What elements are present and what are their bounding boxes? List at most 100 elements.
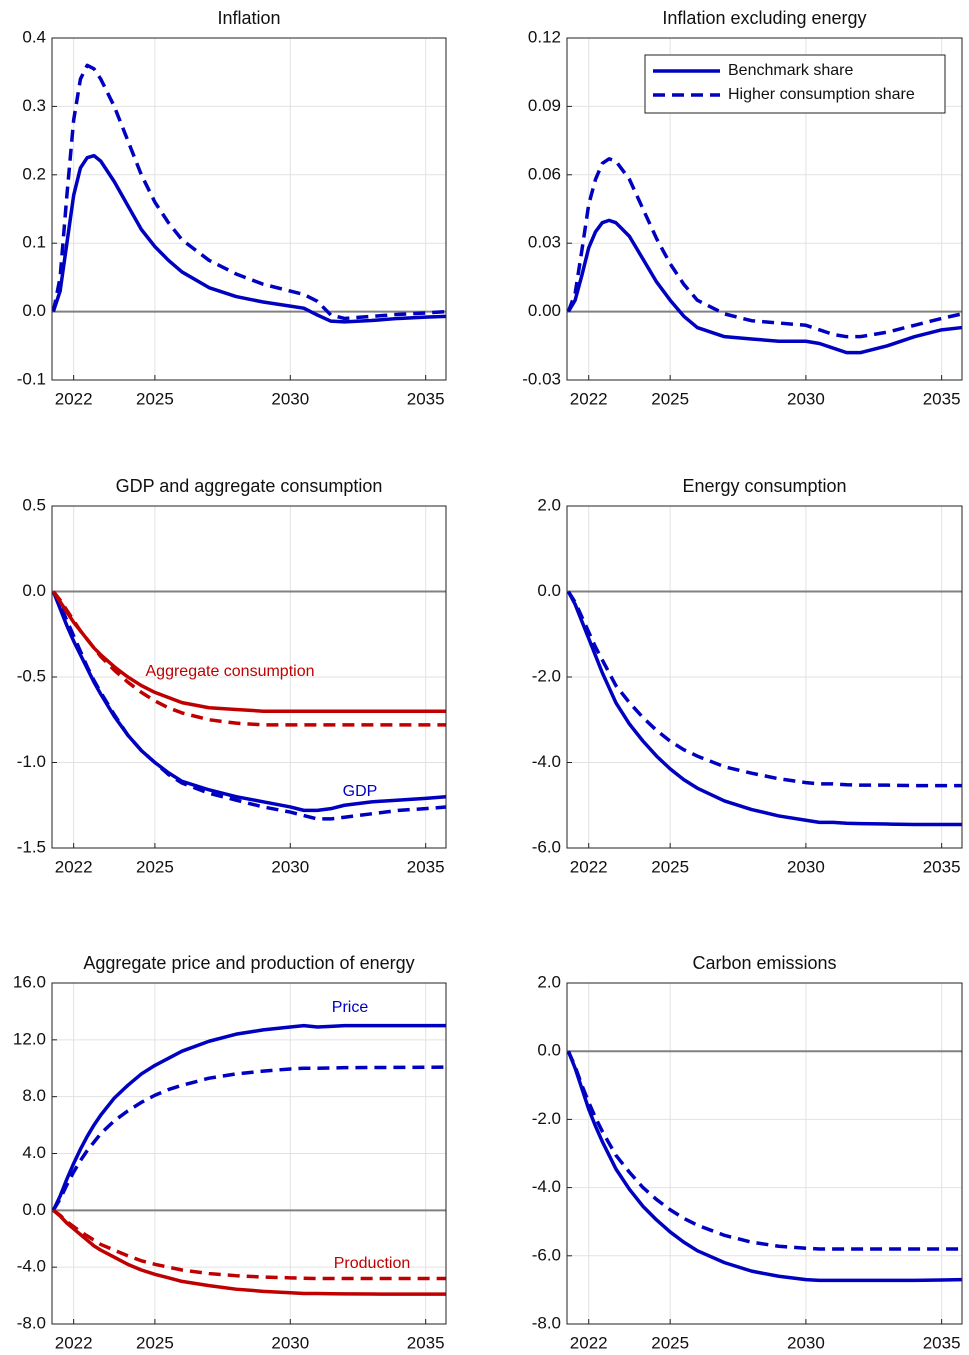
y-tick-label: 4.0 — [22, 1143, 46, 1162]
y-tick-label: -0.03 — [522, 369, 561, 388]
chart-title: Inflation excluding energy — [662, 8, 866, 28]
x-tick-label: 2022 — [55, 857, 93, 876]
y-tick-label: 2.0 — [537, 495, 561, 514]
panel: Inflation excluding energy -0.03 0.00 0.03 0… — [522, 8, 963, 408]
line-label: Aggregate consumption — [146, 663, 315, 680]
y-tick-label: -1.5 — [17, 837, 46, 856]
y-tick-label: 0.0 — [537, 581, 561, 600]
series-line — [566, 218, 963, 355]
line-label: GDP — [343, 783, 378, 800]
y-tick-label: 0.4 — [22, 27, 46, 46]
x-tick-label: 2025 — [651, 1333, 689, 1352]
plot-frame — [566, 505, 963, 849]
series-line — [566, 1050, 963, 1283]
series-line — [51, 590, 446, 727]
series-line — [51, 590, 447, 813]
chart-title: Carbon emissions — [692, 953, 836, 973]
y-tick-label: 0.1 — [22, 233, 46, 252]
y-tick-label: -1.0 — [17, 752, 46, 771]
x-tick-label: 2025 — [651, 389, 689, 408]
y-tick-label: 0.12 — [528, 27, 561, 46]
series-line — [52, 1208, 446, 1296]
y-tick-label: 0.0 — [537, 1041, 561, 1060]
plot-area — [52, 38, 446, 380]
x-tick-label: 2022 — [55, 1333, 93, 1352]
series-line — [566, 590, 962, 788]
panel: Inflation -0.1 0.0 0.1 0.2 0.3 0.4 2022 2025 2030… — [17, 8, 447, 408]
x-tick-label: 2035 — [407, 1333, 445, 1352]
panel: Energy consumption -6.0 -4.0 -2.0 0.0 2.0 2022… — [532, 476, 963, 876]
y-tick-label: 8.0 — [22, 1086, 46, 1105]
y-tick-label: 12.0 — [13, 1029, 46, 1048]
line-label: Price — [332, 999, 369, 1016]
x-tick-label: 2035 — [407, 389, 445, 408]
y-tick-label: 0.5 — [22, 495, 46, 514]
x-tick-label: 2035 — [923, 389, 961, 408]
legend-label: Higher consumption share — [728, 86, 915, 103]
legend-label: Benchmark share — [728, 62, 853, 79]
plot-frame — [51, 505, 447, 849]
chart-title: Inflation — [217, 8, 280, 28]
y-tick-label: -4.0 — [532, 752, 561, 771]
x-tick-label: 2025 — [136, 1333, 174, 1352]
x-tick-label: 2030 — [787, 389, 825, 408]
series-line — [566, 1050, 962, 1251]
y-tick-label: 0.2 — [22, 164, 46, 183]
y-tick-label: -6.0 — [532, 1245, 561, 1264]
series-line — [51, 63, 447, 321]
y-tick-label: 0.0 — [22, 301, 46, 320]
x-tick-label: 2035 — [923, 857, 961, 876]
y-tick-label: -6.0 — [532, 837, 561, 856]
y-tick-label: 0.00 — [528, 301, 561, 320]
chart-title: Aggregate price and production of energy — [83, 953, 414, 973]
chart-title: GDP and aggregate consumption — [116, 476, 383, 496]
x-tick-label: 2030 — [271, 1333, 309, 1352]
x-tick-label: 2035 — [407, 857, 445, 876]
y-tick-label: -2.0 — [532, 1109, 561, 1128]
series-line — [566, 157, 963, 339]
x-tick-label: 2030 — [787, 857, 825, 876]
x-tick-label: 2022 — [55, 389, 93, 408]
x-tick-label: 2030 — [271, 389, 309, 408]
series-line — [51, 1065, 447, 1212]
series-line — [51, 1023, 446, 1212]
y-tick-label: 0.0 — [22, 1200, 46, 1219]
plot-area — [567, 983, 962, 1324]
plot-frame — [566, 982, 963, 1325]
y-tick-label: 16.0 — [13, 972, 46, 991]
panel: GDP and aggregate consumption -1.5 -1.0 -0.… — [17, 476, 447, 876]
x-tick-label: 2022 — [570, 857, 608, 876]
y-tick-label: 0.03 — [528, 233, 561, 252]
line-label: Production — [334, 1255, 411, 1272]
y-tick-label: 2.0 — [537, 972, 561, 991]
plot-frame — [566, 37, 963, 381]
plot-frame — [51, 982, 447, 1325]
x-tick-label: 2025 — [136, 857, 174, 876]
x-tick-label: 2022 — [570, 1333, 608, 1352]
x-tick-label: 2030 — [271, 857, 309, 876]
x-tick-label: 2030 — [787, 1333, 825, 1352]
series-line — [566, 590, 962, 827]
x-tick-label: 2025 — [136, 389, 174, 408]
chart-title: Energy consumption — [682, 476, 846, 496]
x-tick-label: 2035 — [923, 1333, 961, 1352]
y-tick-label: 0.09 — [528, 96, 561, 115]
y-tick-label: -8.0 — [17, 1313, 46, 1332]
y-tick-label: 0.06 — [528, 164, 561, 183]
x-tick-label: 2022 — [570, 389, 608, 408]
y-tick-label: 0.3 — [22, 96, 46, 115]
panel: Carbon emissions -8.0 -6.0 -4.0 -2.0 0.0 2.0 20… — [532, 953, 963, 1352]
y-tick-label: -2.0 — [532, 666, 561, 685]
y-tick-label: -4.0 — [532, 1177, 561, 1196]
y-tick-label: -8.0 — [532, 1313, 561, 1332]
panel: Aggregate price and production of energy… — [13, 953, 447, 1352]
series-line — [51, 590, 447, 821]
y-tick-label: 0.0 — [22, 581, 46, 600]
x-tick-label: 2025 — [651, 857, 689, 876]
y-tick-label: -0.5 — [17, 666, 46, 685]
y-tick-label: -4.0 — [17, 1257, 46, 1276]
series-line — [51, 153, 447, 324]
legend-box — [644, 54, 946, 114]
